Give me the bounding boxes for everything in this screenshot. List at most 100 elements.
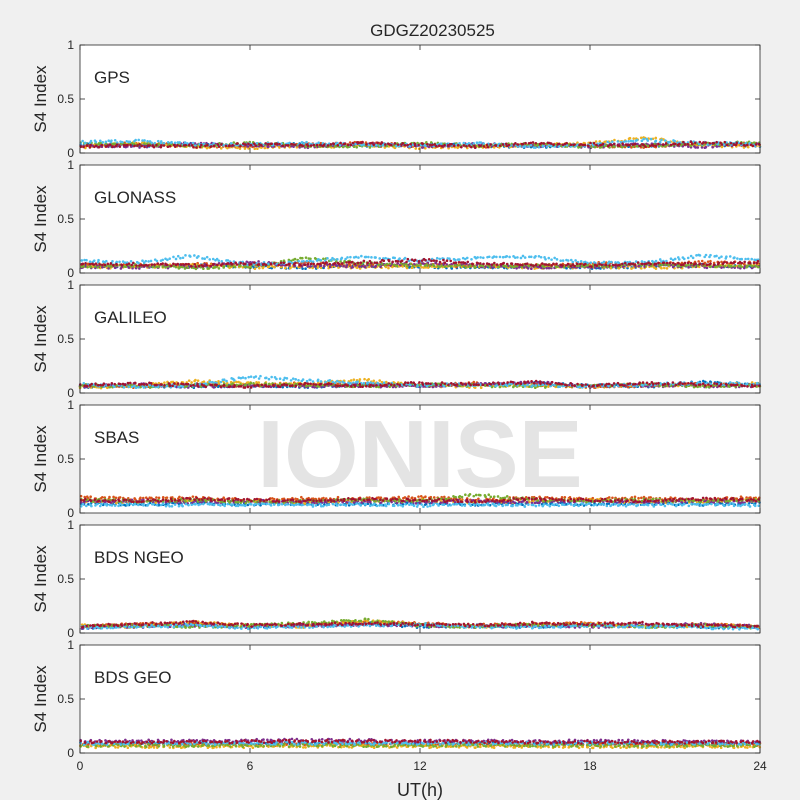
data-point — [556, 265, 559, 268]
data-point — [189, 255, 192, 258]
data-point — [326, 144, 330, 147]
data-point — [743, 144, 747, 147]
data-point — [673, 142, 677, 146]
data-point — [202, 264, 205, 268]
data-point — [740, 265, 744, 269]
data-point — [463, 261, 467, 265]
data-point — [638, 144, 641, 148]
data-point — [518, 263, 522, 267]
data-point — [190, 381, 193, 384]
data-point — [205, 146, 209, 150]
data-point — [156, 262, 160, 265]
data-point — [316, 262, 320, 266]
data-point — [668, 261, 672, 265]
data-point — [647, 261, 650, 265]
data-point — [362, 259, 366, 263]
data-point — [382, 259, 386, 263]
data-point — [428, 264, 432, 267]
data-point — [84, 261, 87, 265]
data-point — [725, 255, 728, 259]
data-point — [211, 257, 215, 261]
data-point — [465, 256, 469, 260]
data-point — [595, 143, 598, 147]
data-point — [115, 260, 119, 264]
data-point — [542, 142, 546, 145]
data-point — [660, 138, 663, 142]
data-point — [194, 267, 198, 271]
data-point — [135, 264, 138, 267]
data-point — [173, 145, 177, 148]
data-point — [363, 266, 367, 269]
data-point — [302, 142, 306, 145]
data-point — [319, 258, 322, 262]
data-point — [534, 263, 538, 267]
data-point — [698, 140, 702, 144]
data-point — [101, 266, 104, 269]
data-point — [540, 141, 543, 145]
data-point — [443, 261, 447, 265]
data-point — [561, 264, 564, 267]
data-point — [350, 260, 354, 264]
data-point — [154, 265, 158, 269]
data-point — [744, 257, 747, 261]
data-point — [252, 381, 255, 385]
data-point — [146, 139, 149, 143]
data-point — [541, 262, 544, 265]
data-point — [372, 143, 376, 147]
data-point — [247, 142, 250, 146]
data-point — [374, 264, 378, 268]
data-point — [161, 265, 165, 268]
data-point — [365, 143, 368, 146]
data-point — [228, 144, 231, 147]
data-point — [138, 146, 141, 149]
data-point — [317, 141, 320, 144]
data-point — [523, 256, 527, 259]
data-point — [402, 263, 406, 266]
data-point — [85, 258, 88, 262]
data-point — [488, 265, 491, 268]
data-point — [364, 255, 368, 259]
data-point — [435, 256, 439, 260]
data-point — [85, 144, 89, 147]
data-point — [448, 257, 451, 260]
data-point — [434, 261, 438, 265]
data-point — [518, 144, 522, 148]
data-point — [89, 143, 92, 147]
data-point — [694, 262, 697, 265]
data-point — [620, 145, 624, 149]
data-point — [470, 145, 473, 149]
data-point — [414, 143, 417, 147]
data-point — [106, 144, 109, 147]
data-point — [186, 266, 190, 270]
data-point — [586, 263, 589, 267]
data-point — [255, 381, 258, 384]
y-axis-label: S4 Index — [31, 65, 50, 133]
data-point — [255, 141, 259, 145]
data-point — [379, 265, 382, 269]
data-point — [182, 263, 186, 266]
data-point — [709, 262, 712, 265]
data-point — [665, 261, 669, 265]
data-point — [372, 379, 376, 383]
data-point — [166, 140, 170, 144]
data-point — [589, 141, 592, 145]
data-point — [479, 256, 482, 259]
data-point — [208, 258, 212, 261]
data-point — [343, 142, 347, 145]
data-point — [150, 141, 153, 145]
data-point — [149, 259, 153, 263]
data-point — [332, 142, 336, 146]
data-point — [534, 146, 537, 149]
data-point — [166, 145, 170, 149]
data-point — [212, 386, 216, 389]
data-point — [706, 143, 709, 146]
data-point — [395, 264, 399, 268]
data-point — [197, 264, 201, 268]
data-point — [308, 265, 312, 268]
data-point — [369, 261, 373, 265]
data-point — [671, 261, 675, 265]
data-point — [476, 256, 479, 259]
data-point — [390, 143, 393, 147]
data-point — [179, 263, 183, 266]
data-point — [636, 261, 640, 264]
